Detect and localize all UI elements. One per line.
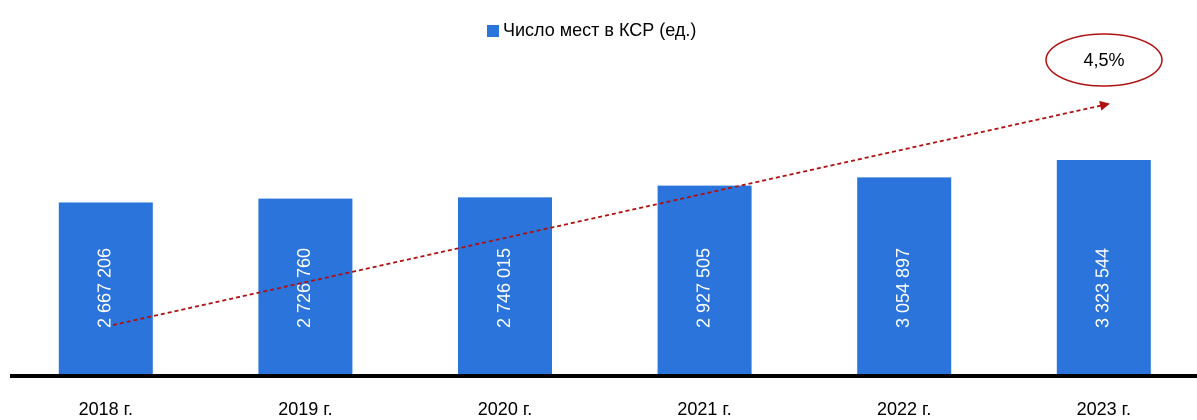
x-tick-label: 2023 г. [1077,399,1131,419]
bar [258,198,353,375]
value-label: 2 746 015 [494,248,514,328]
annotation: 4,5% [1083,50,1124,70]
annotation-ellipse [1045,33,1163,87]
value-label: 3 054 897 [893,248,913,328]
bars: 2 667 206 2 726 760 2 746 015 2 927 505 3 05… [58,160,1151,375]
value-label: 2 726 760 [294,248,314,328]
value-label: 2 927 505 [693,248,713,328]
x-tick-label: 2019 г. [278,399,332,419]
bar [1056,160,1151,375]
x-tick-label: 2022 г. [877,399,931,419]
x-tick-label: 2018 г. [79,399,133,419]
value-label: 2 667 206 [95,248,115,328]
bar [657,185,752,375]
value-label: 3 323 544 [1093,248,1113,328]
bar [857,177,952,375]
bar [58,202,153,375]
legend-swatch [487,25,499,37]
trend-arrow [112,100,1110,326]
legend-label: Число мест в КСР (ед.) [503,20,696,40]
x-tick-label: 2020 г. [478,399,532,419]
x-tick-label: 2021 г. [677,399,731,419]
bar [458,197,552,375]
